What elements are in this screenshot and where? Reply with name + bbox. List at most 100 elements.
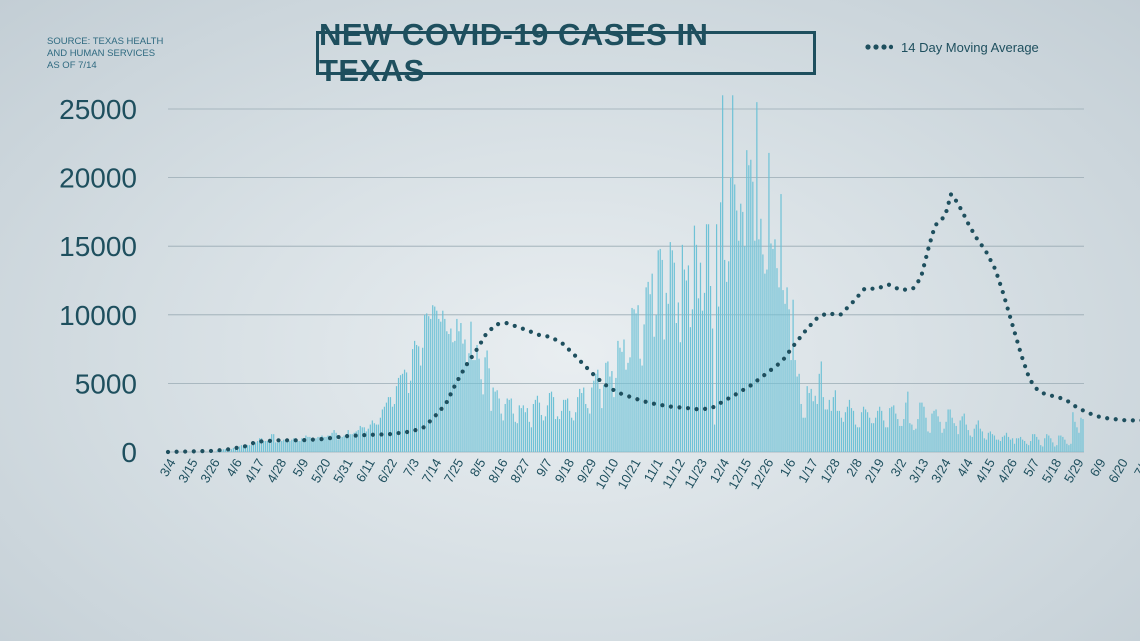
bar: [993, 435, 996, 452]
bar: [476, 344, 478, 452]
bar: [1066, 443, 1068, 452]
bar: [1052, 442, 1054, 452]
bar: [550, 391, 553, 452]
bar: [381, 409, 384, 452]
bar: [935, 409, 937, 452]
bar: [969, 435, 971, 452]
bar: [220, 450, 222, 452]
bar: [420, 365, 422, 452]
x-tick-label: 7/25: [441, 456, 467, 485]
bar: [707, 224, 710, 452]
bar: [484, 357, 486, 452]
bar: [1080, 417, 1082, 452]
bar: [412, 349, 414, 452]
bar: [242, 446, 245, 452]
bar: [889, 408, 891, 452]
bar: [788, 309, 790, 452]
bar: [301, 438, 303, 452]
bar: [581, 393, 583, 452]
x-tick-label: 4/26: [994, 456, 1020, 485]
bar: [649, 294, 651, 452]
y-axis-ticks: 0 5000 10000 15000 20000 25000: [59, 94, 137, 468]
bar: [780, 194, 782, 452]
bar: [536, 395, 539, 452]
bar: [444, 318, 446, 452]
bar: [667, 303, 669, 452]
bar: [1009, 439, 1012, 452]
bar: [510, 398, 512, 452]
bar: [254, 442, 257, 452]
bar: [808, 393, 810, 452]
bar: [540, 414, 543, 452]
bar: [784, 303, 786, 452]
bar: [337, 439, 339, 452]
bar: [750, 159, 752, 452]
bar: [915, 428, 917, 452]
bar: [985, 439, 987, 452]
bar: [713, 424, 716, 452]
bar: [389, 397, 392, 452]
bar: [285, 439, 287, 452]
bar: [259, 438, 261, 452]
bar: [724, 259, 726, 452]
bar: [957, 434, 959, 452]
bar: [317, 436, 319, 452]
bar: [832, 397, 834, 452]
bar: [818, 373, 820, 452]
bar: [365, 431, 367, 452]
bar: [695, 244, 698, 452]
bar: [800, 403, 802, 452]
bar: [730, 177, 732, 452]
bar: [866, 412, 869, 452]
bar: [520, 408, 522, 452]
bar: [899, 425, 901, 452]
bar: [333, 430, 335, 452]
bar: [844, 412, 847, 452]
moving-average-line: [165, 189, 1140, 455]
bar: [329, 435, 331, 452]
bar: [1003, 435, 1006, 452]
bar: [842, 421, 845, 452]
bar: [295, 438, 297, 452]
x-tick-label: 8/27: [507, 456, 533, 485]
bar: [625, 369, 627, 452]
bar: [671, 250, 673, 452]
bar: [766, 269, 768, 452]
bar: [911, 424, 913, 452]
bar: [623, 339, 625, 452]
bar: [409, 380, 412, 452]
bar: [653, 336, 655, 452]
bar: [687, 265, 690, 452]
bar: [387, 397, 390, 452]
bar: [873, 423, 875, 452]
bar: [1046, 434, 1048, 452]
bar: [995, 439, 998, 452]
bar: [454, 340, 456, 452]
bar: [709, 285, 712, 452]
bar: [764, 273, 766, 452]
bar: [265, 441, 267, 452]
bar: [599, 388, 601, 452]
bar: [450, 328, 452, 452]
bar: [448, 334, 450, 452]
bar: [792, 299, 794, 452]
bar: [929, 432, 931, 452]
bar: [1050, 438, 1052, 452]
bar: [1036, 436, 1038, 452]
bar: [768, 152, 770, 452]
bar: [746, 150, 748, 452]
bar: [893, 405, 895, 452]
bar: [864, 409, 867, 452]
bar: [414, 340, 416, 452]
bar: [774, 239, 776, 452]
bar: [401, 373, 404, 452]
bar: [597, 369, 599, 452]
bar: [452, 342, 454, 452]
bar: [802, 417, 804, 452]
bar: [369, 424, 371, 452]
bar: [738, 240, 740, 452]
bar: [273, 434, 275, 452]
bar: [432, 305, 434, 452]
bar: [514, 421, 516, 452]
bar: [1074, 421, 1076, 452]
